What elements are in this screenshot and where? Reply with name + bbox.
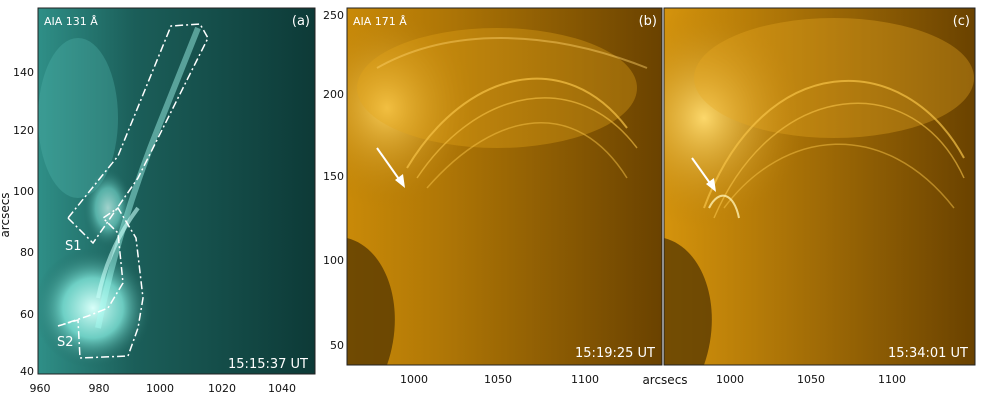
xb-tick: 1050 <box>484 373 512 386</box>
yb-tick: 200 <box>323 88 344 101</box>
xc-tick: 1050 <box>797 373 825 386</box>
yb-tick: 100 <box>323 254 344 267</box>
xa-tick: 1000 <box>146 382 174 395</box>
yb-tick: 50 <box>330 339 344 352</box>
ya-tick: 80 <box>20 246 34 259</box>
x-axis-title: arcsecs <box>642 373 687 387</box>
ya-tick: 120 <box>13 124 34 137</box>
xc-tick: 1100 <box>878 373 906 386</box>
panel-a-instrument: AIA 131 Å <box>44 15 98 28</box>
panel-b-axes: 250 200 150 100 50 1000 1050 1100 <box>323 7 663 386</box>
xc-tick: 1000 <box>716 373 744 386</box>
xb-tick: 1000 <box>400 373 428 386</box>
ya-tick: 60 <box>20 308 34 321</box>
ya-tick: 40 <box>20 365 34 378</box>
xa-tick: 960 <box>30 382 51 395</box>
panel-a-time: 15:15:37 UT <box>228 357 308 372</box>
yb-tick: 150 <box>323 170 344 183</box>
xa-tick: 1040 <box>268 382 296 395</box>
region-outline-s2 <box>57 206 144 359</box>
yb-tick: 250 <box>323 9 344 22</box>
arrow-b <box>376 147 402 183</box>
ya-tick: 100 <box>13 185 34 198</box>
arrow-c <box>691 157 713 187</box>
xa-tick: 1020 <box>208 382 236 395</box>
panel-c-letter: (c) <box>953 14 970 29</box>
panel-a-letter: (a) <box>292 14 310 29</box>
panel-c-image: (c) 15:34:01 UT <box>664 8 975 365</box>
label-s2: S2 <box>57 335 74 350</box>
region-outline-s1 <box>66 23 209 245</box>
panel-b-letter: (b) <box>639 14 657 29</box>
panel-a-axes: 140 120 100 80 60 40 960 980 1000 1020 1… <box>13 7 316 395</box>
panel-c-time: 15:34:01 UT <box>888 346 968 361</box>
panel-b-time: 15:19:25 UT <box>575 346 655 361</box>
label-s1: S1 <box>65 239 82 254</box>
panel-b-instrument: AIA 171 Å <box>353 15 407 28</box>
y-axis-title: arcsecs <box>0 192 12 237</box>
panel-b-image: AIA 171 Å (b) 15:19:25 UT <box>347 8 662 365</box>
xa-tick: 980 <box>89 382 110 395</box>
panel-a-image: AIA 131 Å (a) S1 S2 15:15:37 UT <box>38 8 315 374</box>
ya-tick: 140 <box>13 66 34 79</box>
panel-c-axes: 1000 1050 1100 <box>663 7 976 386</box>
xb-tick: 1100 <box>571 373 599 386</box>
